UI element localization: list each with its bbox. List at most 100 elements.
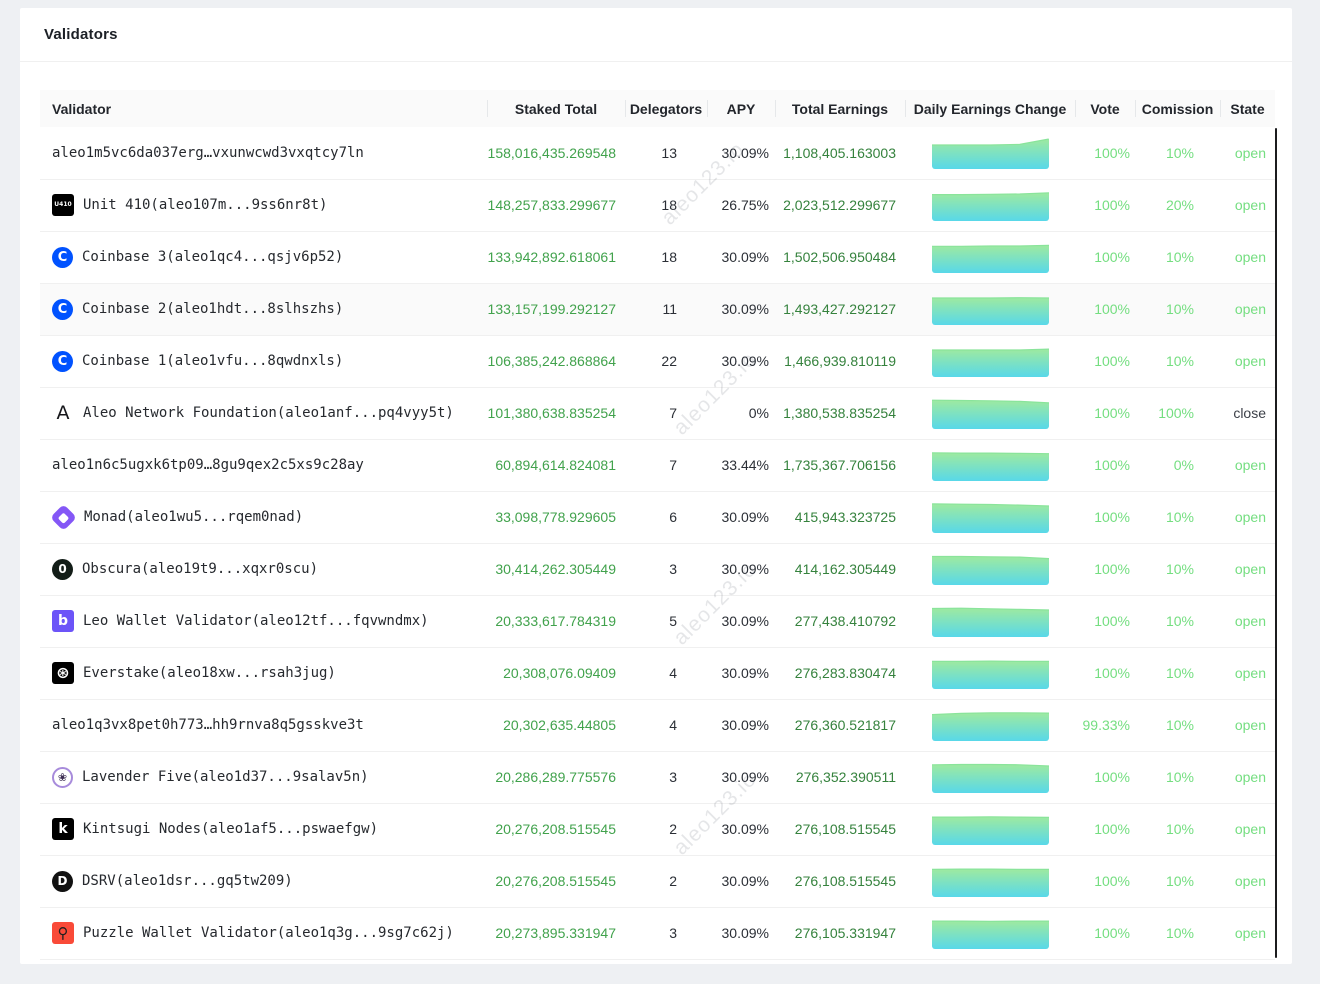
cell-vote: 100% [1075,231,1135,284]
cell-delegators: 3 [625,543,707,596]
table-row[interactable]: D DSRV(aleo1dsr...gq5tw209) 20,276,208.515… [40,855,1275,908]
validator-name[interactable]: Leo Wallet Validator(aleo12tf...fqvwndmx… [83,613,429,629]
cell-chart [905,595,1075,648]
cell-chart [905,855,1075,908]
earnings-sparkline [931,553,1049,585]
table-row[interactable]: C Coinbase 1(aleo1vfu...8qwdnxls) 106,385,… [40,335,1275,388]
table-row[interactable]: aleo1q3vx8pet0h773…hh9rnva8q5gsskve3t 20,… [40,699,1275,752]
validator-name[interactable]: Lavender Five(aleo1d37...9salav5n) [82,769,369,785]
cell-apy: 26.75% [707,179,775,232]
table-row[interactable]: C Coinbase 3(aleo1qc4...qsjv6p52) 133,942,… [40,231,1275,284]
cell-commission: 10% [1135,127,1220,180]
earnings-sparkline [931,605,1049,637]
cell-chart [905,335,1075,388]
cell-staked: 20,308,076.09409 [487,647,625,700]
table-row[interactable]: aleo1m5vc6da037erg…vxunwcwd3vxqtcy7ln 158… [40,127,1275,180]
validator-name[interactable]: Puzzle Wallet Validator(aleo1q3g...9sg7c… [83,925,454,941]
table-row[interactable]: aleo1n6c5ugxk6tp09…8gu9qex2c5xs9c28ay 60,… [40,439,1275,492]
header-cell-apy: APY [707,90,775,127]
validator-name[interactable]: Coinbase 3(aleo1qc4...qsjv6p52) [82,249,344,265]
header-cell-commission: Comission [1135,90,1220,127]
table-row[interactable]: b Leo Wallet Validator(aleo12tf...fqvwndm… [40,595,1275,648]
table-row[interactable]: ⊛ Everstake(aleo18xw...rsah3jug) 20,308,07… [40,647,1275,700]
cell-validator: aleo1m5vc6da037erg…vxunwcwd3vxqtcy7ln [40,127,487,180]
unit410-icon: U410 [52,194,74,216]
validator-cell: aleo1n6c5ugxk6tp09…8gu9qex2c5xs9c28ay [52,457,487,473]
cell-vote: 100% [1075,803,1135,856]
validator-name[interactable]: Unit 410(aleo107m...9ss6nr8t) [83,197,328,213]
validator-cell: C Coinbase 3(aleo1qc4...qsjv6p52) [52,246,487,268]
validator-name[interactable]: aleo1q3vx8pet0h773…hh9rnva8q5gsskve3t [52,717,364,733]
cell-vote: 100% [1075,179,1135,232]
validator-name[interactable]: Everstake(aleo18xw...rsah3jug) [83,665,336,681]
earnings-sparkline [931,137,1049,169]
cell-validator: C Coinbase 3(aleo1qc4...qsjv6p52) [40,231,487,284]
earnings-sparkline [931,449,1049,481]
cell-state: open [1220,595,1275,648]
cell-staked: 20,333,617.784319 [487,595,625,648]
validator-cell: ⊛ Everstake(aleo18xw...rsah3jug) [52,662,487,684]
validator-name[interactable]: Coinbase 2(aleo1hdt...8slhszhs) [82,301,344,317]
cell-staked: 133,942,892.618061 [487,231,625,284]
cell-commission: 10% [1135,751,1220,804]
cell-state: open [1220,907,1275,960]
cell-chart [905,387,1075,440]
cell-validator: aleo1n6c5ugxk6tp09…8gu9qex2c5xs9c28ay [40,439,487,492]
cell-delegators: 7 [625,387,707,440]
cell-delegators: 7 [625,439,707,492]
validator-name[interactable]: aleo1n6c5ugxk6tp09…8gu9qex2c5xs9c28ay [52,457,364,473]
table-row[interactable]: Monad(aleo1wu5...rqem0nad) 33,098,778.929… [40,491,1275,544]
kintsugi-icon: k [52,818,74,840]
earnings-sparkline [931,657,1049,689]
earnings-sparkline [931,241,1049,273]
cell-apy: 30.09% [707,647,775,700]
cell-delegators: 22 [625,335,707,388]
cell-state: open [1220,699,1275,752]
leo-wallet-icon: b [52,610,74,632]
cell-commission: 10% [1135,491,1220,544]
cell-validator: ❀ Lavender Five(aleo1d37...9salav5n) [40,751,487,804]
table-row[interactable]: ❀ Lavender Five(aleo1d37...9salav5n) 20,28… [40,751,1275,804]
earnings-sparkline [931,501,1049,533]
validator-name[interactable]: Aleo Network Foundation(aleo1anf...pq4vy… [83,405,454,421]
validator-cell: k Kintsugi Nodes(aleo1af5...pswaefgw) [52,818,487,840]
cell-staked: 20,273,895.331947 [487,907,625,960]
cell-staked: 33,098,778.929605 [487,491,625,544]
table-row[interactable]: k Kintsugi Nodes(aleo1af5...pswaefgw) 20,2… [40,803,1275,856]
validator-cell: ❀ Lavender Five(aleo1d37...9salav5n) [52,766,487,788]
cell-vote: 100% [1075,283,1135,336]
card-header: Validators [20,8,1292,62]
cell-state: open [1220,855,1275,908]
cell-chart [905,647,1075,700]
cell-state: open [1220,283,1275,336]
table-row[interactable]: A Aleo Network Foundation(aleo1anf...pq4v… [40,387,1275,440]
cell-apy: 30.09% [707,595,775,648]
cell-earnings: 1,735,367.706156 [775,439,905,492]
cell-chart [905,803,1075,856]
table-scrollbar-thumb[interactable] [1275,128,1277,958]
cell-staked: 106,385,242.868864 [487,335,625,388]
validator-name[interactable]: DSRV(aleo1dsr...gq5tw209) [82,873,293,889]
validator-name[interactable]: Kintsugi Nodes(aleo1af5...pswaefgw) [83,821,379,837]
validator-name[interactable]: Obscura(aleo19t9...xqxr0scu) [82,561,319,577]
table-row[interactable]: U410 Unit 410(aleo107m...9ss6nr8t) 148,257… [40,179,1275,232]
coinbase-icon: C [52,350,73,372]
cell-chart [905,283,1075,336]
table-row[interactable]: ⚲ Puzzle Wallet Validator(aleo1q3g...9sg7… [40,907,1275,960]
page-title: Validators [44,26,118,43]
cell-apy: 30.09% [707,751,775,804]
cell-delegators: 5 [625,595,707,648]
cell-earnings: 276,108.515545 [775,803,905,856]
validator-name[interactable]: Coinbase 1(aleo1vfu...8qwdnxls) [82,353,344,369]
validator-name[interactable]: aleo1m5vc6da037erg…vxunwcwd3vxqtcy7ln [52,144,364,161]
cell-apy: 30.09% [707,699,775,752]
validator-cell: aleo1q3vx8pet0h773…hh9rnva8q5gsskve3t [52,717,487,733]
header-cell-vote: Vote [1075,90,1135,127]
table-row[interactable]: C Coinbase 2(aleo1hdt...8slhszhs) 133,157,… [40,283,1275,336]
aleo-icon: A [56,402,70,424]
table-row[interactable]: 0 Obscura(aleo19t9...xqxr0scu) 30,414,262.… [40,543,1275,596]
validator-name[interactable]: Monad(aleo1wu5...rqem0nad) [84,509,304,525]
validator-cell: U410 Unit 410(aleo107m...9ss6nr8t) [52,194,487,216]
everstake-icon: ⊛ [52,662,74,684]
